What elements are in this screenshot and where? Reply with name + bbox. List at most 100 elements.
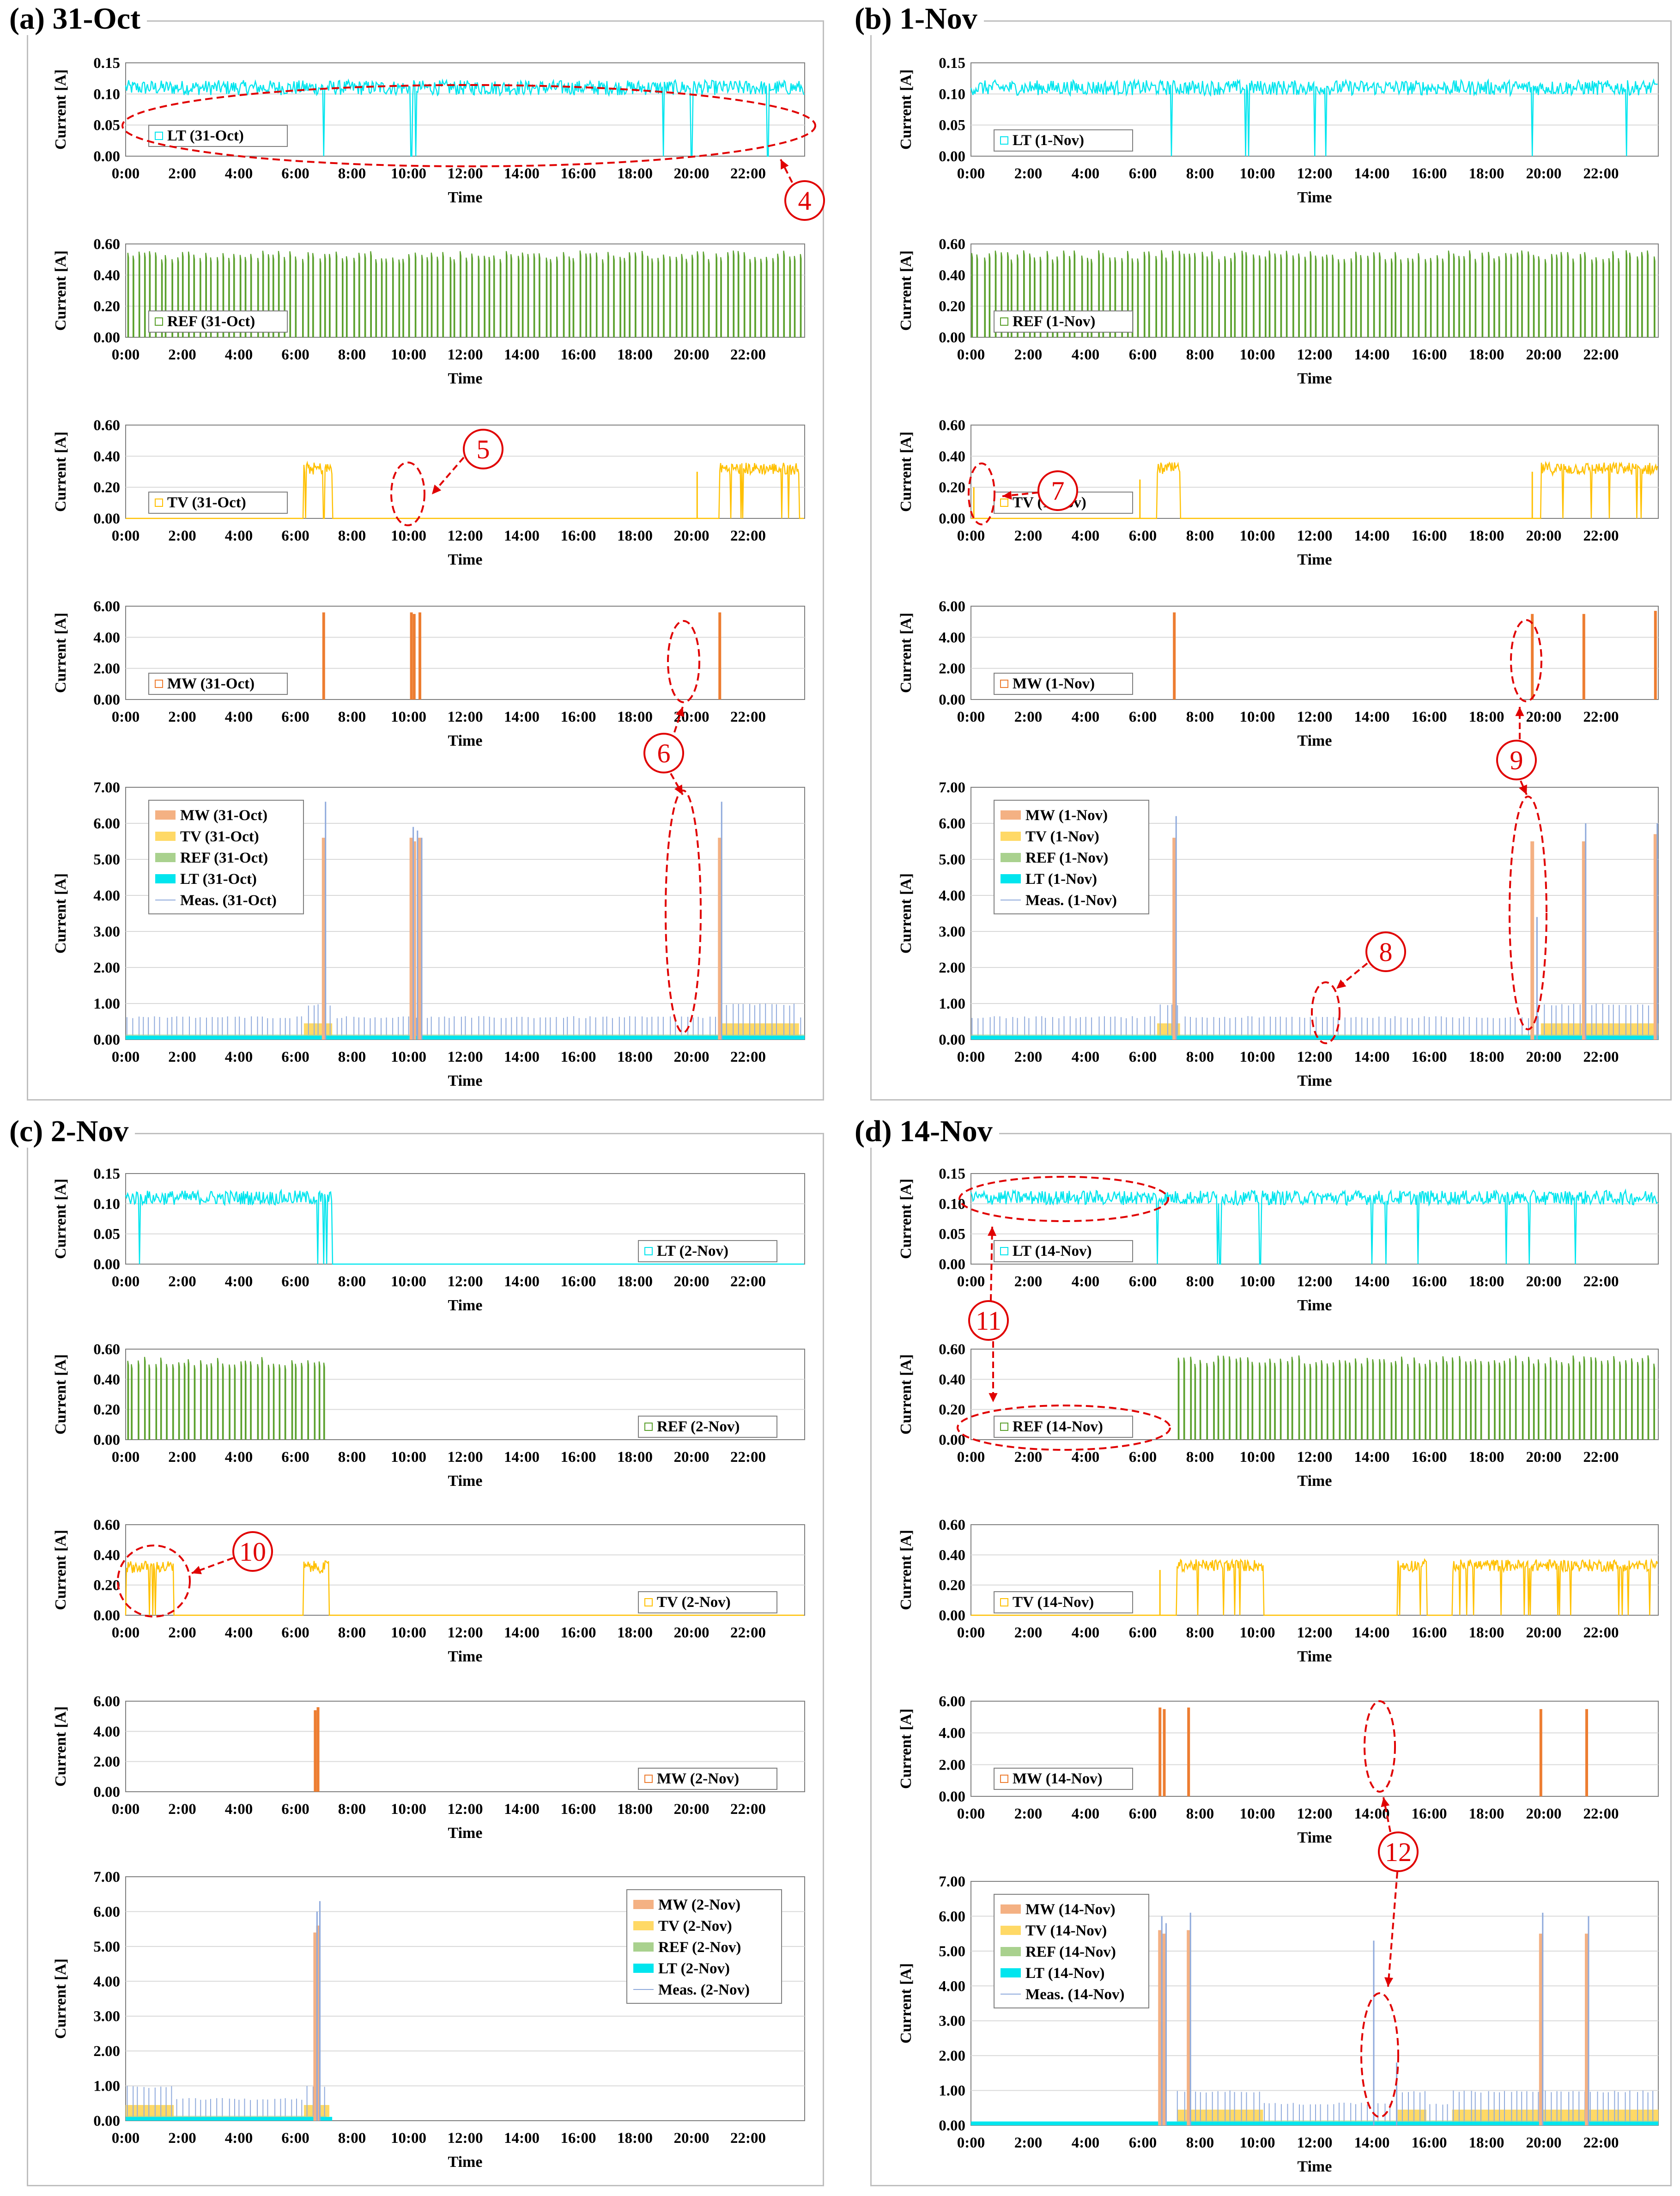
x-tick-label: 2:00 [1014,528,1043,544]
x-axis-label: Time [448,1648,483,1665]
y-tick-label: 0.15 [93,1166,120,1182]
chart-c-4: 0.00 1.00 2.00 3.00 4.00 5.00 6.00 7.00 0:00 2:00… [52,1869,805,2171]
series-lt-line [125,1188,804,1265]
x-tick-label: 16:00 [1412,165,1447,182]
x-tick-label: 6:00 [1129,709,1157,725]
legend-swatch [633,1964,654,1973]
area-tv [1452,2110,1658,2122]
x-tick-label: 0:00 [957,1449,985,1466]
x-tick-label: 6:00 [281,528,309,544]
x-tick-label: 14:00 [1354,1049,1390,1065]
area-mw [1539,1934,1543,2125]
x-tick-label: 22:00 [730,1273,766,1290]
area-mw [1653,834,1657,1040]
y-tick-label: 0.40 [939,1547,965,1563]
x-tick-label: 8:00 [338,1273,366,1290]
x-tick-label: 22:00 [1583,1273,1619,1290]
annotation-arrowhead [192,1566,202,1575]
x-tick-label: 6:00 [1129,165,1157,182]
annotation-ellipse [957,1405,1171,1451]
series-lt-line [970,1188,1658,1265]
annotation-number: 5 [477,434,490,464]
y-tick-label: 5.00 [93,1939,120,1955]
x-tick-label: 8:00 [338,1049,366,1065]
y-tick-label: 0.40 [93,1371,120,1388]
x-tick-label: 8:00 [338,709,366,725]
x-axis-label: Time [448,551,483,568]
chart-a-4: 0.00 1.00 2.00 3.00 4.00 5.00 6.00 7.00 0:00 2:00… [52,779,805,1089]
x-tick-label: 20:00 [1526,528,1562,544]
legend-box [994,1416,1133,1438]
x-tick-label: 22:00 [730,1049,766,1065]
y-tick-label: 0.20 [939,1577,965,1594]
y-tick-label: 3.00 [939,924,965,940]
x-tick-label: 8:00 [1186,1449,1214,1466]
y-tick-label: 2.00 [93,2043,120,2060]
x-axis-label: Time [1298,370,1332,387]
x-tick-label: 0:00 [112,347,140,363]
x-tick-label: 20:00 [1526,1624,1562,1641]
x-tick-label: 12:00 [448,347,483,363]
y-tick-label: 0.00 [939,511,965,527]
x-tick-label: 14:00 [1354,1624,1390,1641]
y-tick-label: 1.00 [939,2083,965,2099]
y-tick-label: 5.00 [939,1943,965,1960]
chart-b-0: 0.00 0.05 0.10 0.15 0:00 2:00 4:00 6:00 8:00 10:0… [898,55,1659,206]
series-mw-spike [1158,1707,1162,1796]
legend-box [638,1416,777,1438]
annotation-arrow [990,1226,993,1301]
x-tick-label: 14:00 [504,347,540,363]
x-tick-label: 2:00 [1014,165,1043,182]
area-mw [718,838,722,1040]
x-tick-label: 4:00 [225,1049,253,1065]
x-tick-label: 16:00 [1412,1449,1447,1466]
y-tick-label: 1.00 [93,2078,120,2095]
x-tick-label: 2:00 [1014,1449,1043,1466]
y-tick-label: 0.20 [93,1402,120,1418]
x-tick-label: 20:00 [674,528,710,544]
x-tick-label: 12:00 [1297,528,1333,544]
annotation-ellipse [1364,1700,1396,1793]
x-tick-label: 14:00 [504,528,540,544]
x-tick-label: 16:00 [1412,709,1447,725]
x-tick-label: 2:00 [168,1049,196,1065]
y-tick-label: 4.00 [93,1973,120,1990]
x-tick-label: 18:00 [617,1049,653,1065]
x-tick-label: 22:00 [730,528,766,544]
x-tick-label: 12:00 [1297,2135,1333,2151]
series-meas-line [126,1004,801,1036]
y-axis-label: Current [A] [52,1179,69,1259]
annotation-ellipse [1510,619,1542,702]
x-tick-label: 6:00 [281,347,309,363]
series-tv-line [125,1560,804,1616]
x-tick-label: 18:00 [1469,347,1504,363]
x-tick-label: 16:00 [561,1273,596,1290]
x-tick-label: 8:00 [338,2130,366,2147]
y-tick-label: 4.00 [93,888,120,904]
y-axis-label: Current [A] [898,873,915,954]
x-tick-label: 10:00 [1240,1449,1275,1466]
x-tick-label: 6:00 [281,1624,309,1641]
annotations: 4 5 6 7 8 9 10 11 12 [117,84,1547,2118]
x-tick-label: 18:00 [1469,1806,1504,1822]
annotation-ellipse [121,84,816,167]
x-tick-label: 12:00 [1297,1449,1333,1466]
chart-b-1: 0.00 0.20 0.40 0.60 0:00 2:00 4:00 6:00 8:00 10:0… [898,236,1659,387]
x-tick-label: 18:00 [617,528,653,544]
x-tick-label: 14:00 [1354,528,1390,544]
series-mw-spike [1654,611,1657,700]
legend-label: LT (1-Nov) [1025,871,1097,888]
y-tick-label: 0.05 [939,1226,965,1243]
x-tick-label: 2:00 [1014,1273,1043,1290]
x-tick-label: 18:00 [1469,1624,1504,1641]
x-tick-label: 6:00 [1129,2135,1157,2151]
x-tick-label: 20:00 [1526,347,1562,363]
legend-swatch [1000,317,1008,326]
annotation-circle [232,1531,273,1572]
annotation-arrowhead [1002,491,1012,500]
x-tick-label: 18:00 [1469,165,1504,182]
x-tick-label: 4:00 [225,165,253,182]
legend-box [148,310,288,333]
x-tick-label: 0:00 [112,709,140,725]
x-tick-label: 18:00 [1469,709,1504,725]
